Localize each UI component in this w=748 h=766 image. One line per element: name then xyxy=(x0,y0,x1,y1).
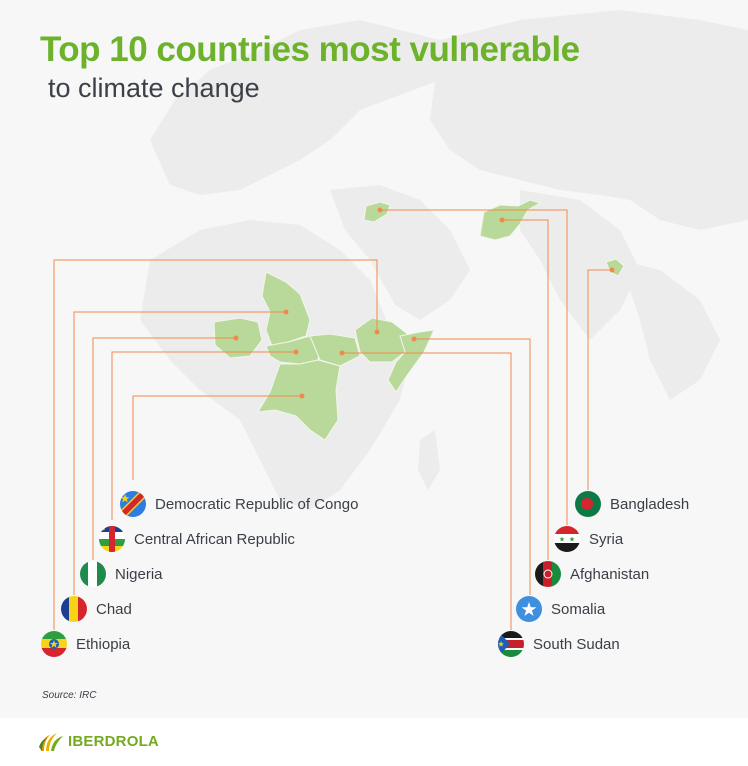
flag-nigeria-icon xyxy=(80,561,106,587)
country-afghanistan: Afghanistan xyxy=(534,560,649,588)
page-title: Top 10 countries most vulnerable xyxy=(40,30,580,69)
country-bangladesh: Bangladesh xyxy=(574,490,689,518)
brand-name: IBERDROLA xyxy=(68,732,159,750)
flag-somalia-icon xyxy=(516,596,542,622)
flag-syria-icon xyxy=(554,526,580,552)
dot-syria xyxy=(377,207,383,213)
connector-south-sudan xyxy=(342,352,512,630)
page-subtitle: to climate change xyxy=(48,73,260,103)
connector-nigeria xyxy=(92,337,236,560)
map-shape-syria xyxy=(363,201,391,223)
iberdrola-logo-icon xyxy=(39,733,63,751)
country-name: Nigeria xyxy=(115,565,163,583)
dot-somalia xyxy=(411,336,417,342)
world-map-landmass xyxy=(140,10,748,510)
dot-south-sudan xyxy=(339,350,345,356)
country-name: Bangladesh xyxy=(610,495,690,513)
map-shape-south-sudan xyxy=(309,333,361,367)
country-ethiopia: Ethiopia xyxy=(40,630,130,658)
country-name: Chad xyxy=(96,600,132,618)
map-shape-somalia xyxy=(387,329,435,393)
flag-dr-congo-icon xyxy=(120,491,146,517)
country-chad: Chad xyxy=(60,595,132,623)
country-name: Afghanistan xyxy=(570,565,650,583)
country-central-african-republic: Central African Republic xyxy=(98,525,295,553)
connector-lines xyxy=(53,209,612,630)
country-syria: Syria xyxy=(553,525,623,553)
connector-chad xyxy=(73,311,286,595)
flag-ethiopia-icon xyxy=(41,631,67,657)
dot-ethiopia xyxy=(374,329,380,335)
map-shape-dr-congo xyxy=(257,359,341,441)
connector-dr-congo xyxy=(132,395,302,480)
flag-chad-icon xyxy=(61,596,87,622)
connector-ethiopia xyxy=(53,259,378,630)
country-name: Somalia xyxy=(551,600,606,618)
country-somalia: Somalia xyxy=(515,595,605,623)
connector-bangladesh xyxy=(587,269,612,490)
flag-afghanistan-icon xyxy=(535,561,561,587)
country-name: Ethiopia xyxy=(76,635,131,653)
connector-dots xyxy=(233,207,615,399)
footer xyxy=(0,718,748,766)
dot-dr-congo xyxy=(299,393,305,399)
country-name: Central African Republic xyxy=(134,530,295,548)
country-name: South Sudan xyxy=(533,635,620,653)
dot-chad xyxy=(283,309,289,315)
connector-central-african-republic xyxy=(111,351,296,520)
connector-syria xyxy=(380,209,568,525)
dot-central-african-republic xyxy=(293,349,299,355)
connector-somalia xyxy=(414,338,531,595)
dot-nigeria xyxy=(233,335,239,341)
country-name: Syria xyxy=(589,530,624,548)
dot-bangladesh xyxy=(609,267,615,273)
flag-central-african-republic-icon xyxy=(99,526,125,552)
country-nigeria: Nigeria xyxy=(79,560,163,588)
source-note: Source: IRC xyxy=(42,690,97,701)
connector-afghanistan xyxy=(502,219,549,560)
dot-afghanistan xyxy=(499,217,505,223)
country-name: Democratic Republic of Congo xyxy=(155,495,359,513)
brand-logo: IBERDROLA xyxy=(38,729,159,753)
flag-south-sudan-icon xyxy=(498,631,524,657)
country-south-sudan: South Sudan xyxy=(497,630,620,658)
country-dr-congo: Democratic Republic of Congo xyxy=(119,490,358,518)
flag-bangladesh-icon xyxy=(575,491,601,517)
